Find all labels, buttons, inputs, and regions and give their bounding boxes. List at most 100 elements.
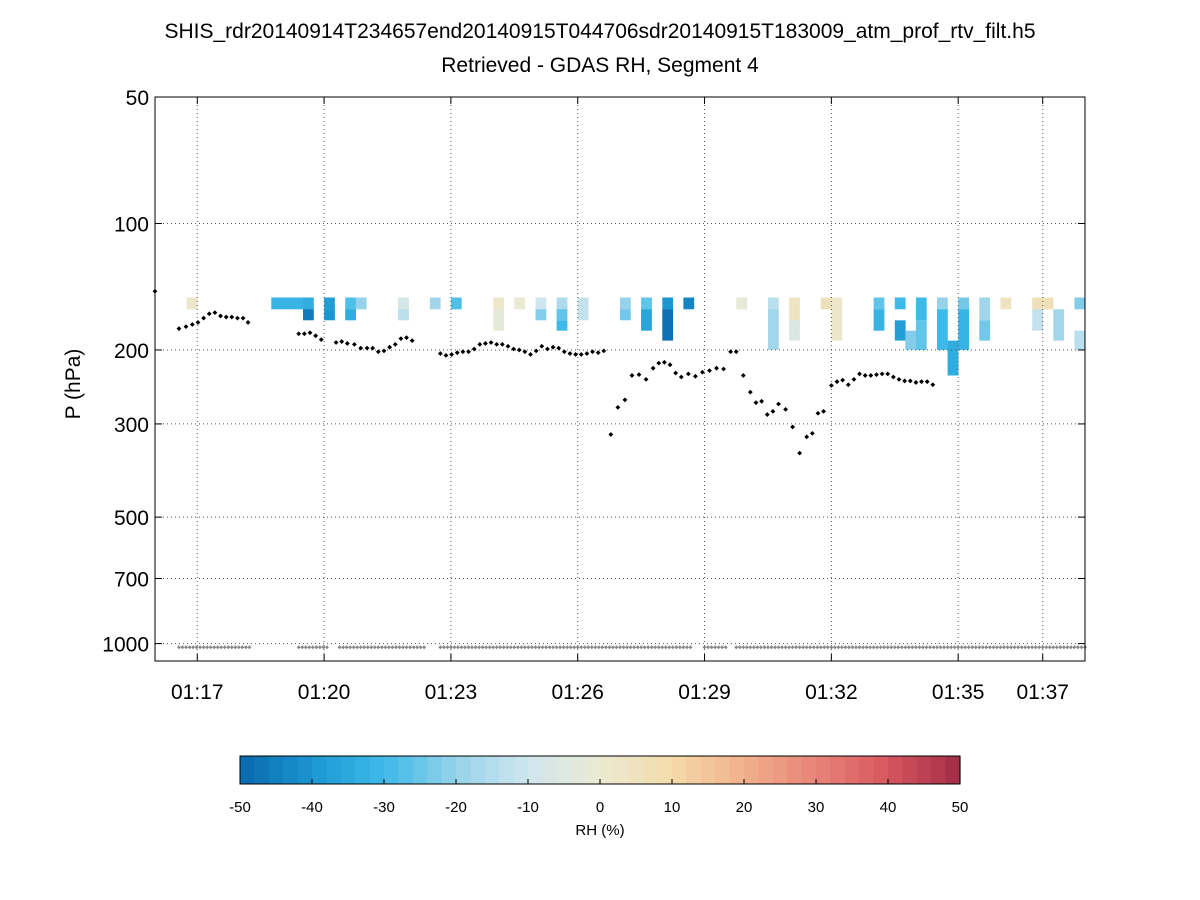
- profile-marker: [223, 314, 229, 320]
- heatmap-cell: [303, 309, 314, 321]
- surface-marker: [646, 645, 651, 650]
- surface-marker: [307, 645, 312, 650]
- profile-marker: [494, 341, 500, 347]
- profile-marker: [449, 352, 455, 357]
- surface-marker: [369, 645, 374, 650]
- profile-marker: [176, 326, 182, 332]
- surface-marker: [589, 645, 594, 650]
- profile-marker: [753, 400, 759, 406]
- surface-marker: [794, 645, 799, 650]
- profile-marker: [370, 345, 376, 351]
- profile-marker: [313, 333, 319, 339]
- colorbar-tick-label: 40: [880, 799, 897, 816]
- surface-marker: [459, 645, 464, 650]
- surface-marker: [1051, 645, 1056, 650]
- heatmap-cell: [429, 297, 441, 310]
- surface-marker: [899, 645, 904, 650]
- profile-marker: [545, 346, 550, 352]
- colorbar: -50 -40 -30 -20 -10 0 10 20 30 40 50: [229, 755, 968, 816]
- profile-marker: [828, 383, 834, 388]
- profile-marker: [364, 345, 370, 351]
- profile-marker: [201, 315, 207, 321]
- profile-marker: [381, 348, 387, 354]
- colorbar-segment: [686, 756, 702, 784]
- colorbar-segment: [470, 756, 486, 784]
- surface-marker: [383, 645, 388, 650]
- chart-title: SHIS_rdr20140914T234657end20140915T04470…: [164, 20, 1036, 43]
- colorbar-segment: [672, 756, 687, 784]
- y-tick-label: 500: [114, 507, 149, 530]
- surface-marker: [797, 645, 802, 650]
- surface-marker: [558, 645, 563, 650]
- surface-marker: [790, 645, 795, 650]
- surface-marker: [656, 645, 661, 650]
- surface-marker: [568, 645, 573, 650]
- surface-marker: [324, 645, 329, 650]
- colorbar-segment: [700, 756, 716, 784]
- profile-marker: [857, 371, 862, 377]
- surface-marker: [952, 645, 957, 650]
- profile-marker: [643, 376, 649, 382]
- profile-marker: [511, 346, 517, 352]
- surface-marker: [1068, 645, 1073, 650]
- surface-marker: [397, 645, 402, 650]
- profile-marker: [404, 335, 409, 341]
- chart-subtitle: Retrieved - GDAS RH, Segment 4: [441, 54, 759, 77]
- heatmap-cell: [641, 297, 652, 310]
- colorbar-segment: [801, 756, 817, 784]
- surface-marker: [176, 645, 181, 650]
- heatmap-cell: [398, 297, 409, 310]
- heatmap-cell: [768, 297, 779, 310]
- surface-marker: [987, 645, 992, 650]
- heatmap-cell: [789, 320, 800, 341]
- heatmap-cell: [873, 297, 885, 310]
- profile-marker: [344, 341, 350, 346]
- colorbar-segment: [340, 756, 356, 784]
- surface-marker: [1037, 645, 1042, 650]
- profile-marker: [851, 376, 857, 382]
- surface-marker: [533, 645, 538, 650]
- profile-marker: [528, 352, 533, 357]
- profile-marker: [578, 352, 584, 357]
- y-tick-label: 1000: [102, 634, 149, 657]
- surface-marker: [582, 645, 587, 650]
- heatmap-cell: [355, 297, 367, 310]
- surface-marker: [639, 645, 644, 650]
- surface-marker: [201, 645, 206, 650]
- heatmap-cell: [1074, 297, 1086, 310]
- heatmap-cell: [641, 309, 652, 331]
- surface-marker: [632, 645, 637, 650]
- heatmap-cell: [1032, 297, 1043, 310]
- heatmap-cell: [1053, 309, 1065, 341]
- profile-marker: [636, 372, 642, 378]
- surface-marker: [455, 645, 460, 650]
- surface-marker: [945, 645, 950, 650]
- surface-marker: [1061, 645, 1066, 650]
- surface-marker: [212, 645, 217, 650]
- surface-marker: [296, 645, 301, 650]
- surface-marker: [787, 645, 792, 650]
- axis-ticks: 01:17 01:20 01:23 01:26 01:29 01:32 01:35 01:37…: [102, 87, 1085, 704]
- heatmap-cell: [915, 320, 927, 350]
- colorbar-segment: [240, 756, 255, 784]
- surface-marker: [741, 645, 746, 650]
- surface-marker: [1040, 645, 1045, 650]
- surface-marker: [903, 645, 908, 650]
- surface-marker: [674, 645, 679, 650]
- surface-marker: [536, 645, 541, 650]
- surface-marker: [480, 645, 485, 650]
- profile-marker: [673, 370, 679, 376]
- surface-marker: [372, 645, 377, 650]
- heatmap-cell: [271, 297, 283, 310]
- colorbar-segment: [816, 756, 831, 784]
- x-tick-label: 01:35: [932, 681, 985, 704]
- surface-marker: [959, 645, 964, 650]
- heatmap-cell: [683, 297, 695, 310]
- surface-marker: [393, 645, 398, 650]
- surface-marker: [411, 645, 416, 650]
- surface-marker: [529, 645, 534, 650]
- profile-marker: [685, 371, 691, 377]
- surface-marker: [621, 645, 626, 650]
- surface-marker: [769, 645, 774, 650]
